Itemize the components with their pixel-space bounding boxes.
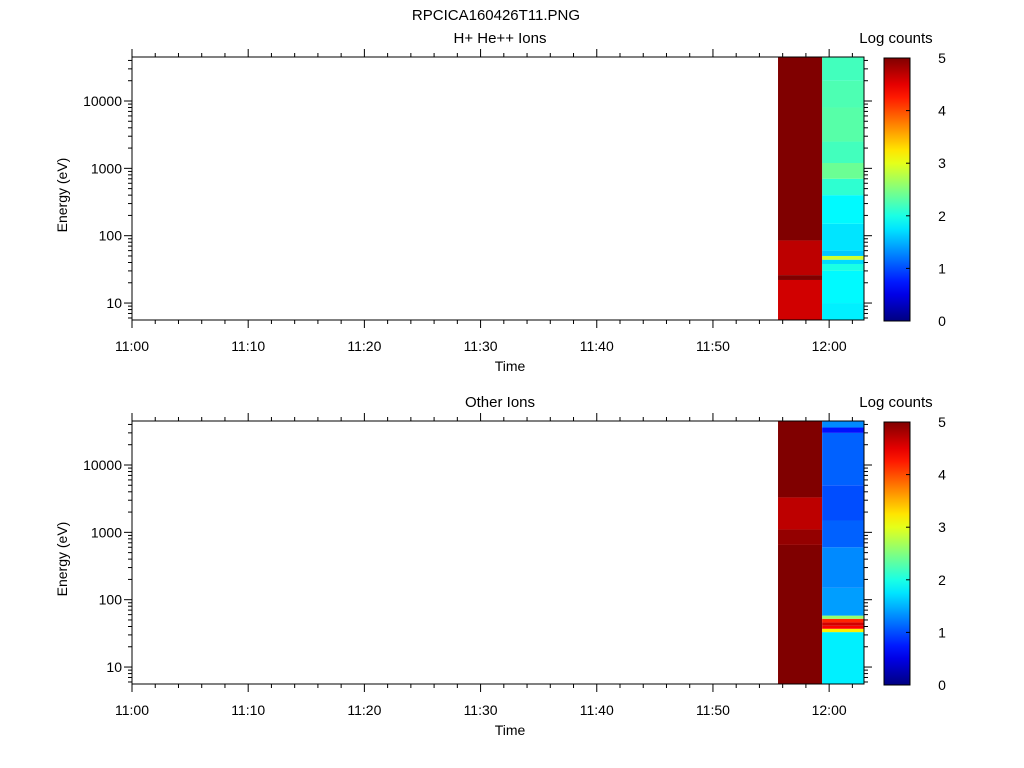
heatmap-cell bbox=[822, 270, 864, 304]
heatmap-cell bbox=[778, 421, 823, 498]
y-tick-label: 10000 bbox=[83, 457, 122, 473]
heatmap-cell bbox=[778, 279, 823, 320]
x-tick-label: 11:50 bbox=[696, 702, 730, 718]
heatmap-cell bbox=[822, 622, 864, 626]
colorbar-tick-label: 5 bbox=[938, 414, 946, 430]
y-tick-label: 1000 bbox=[91, 160, 122, 176]
heatmap-cell bbox=[822, 57, 864, 81]
colorbar-tick-label: 0 bbox=[938, 313, 946, 329]
panel-2 bbox=[124, 413, 911, 692]
x-tick-label: 11:20 bbox=[347, 338, 381, 354]
x-tick-label: 11:30 bbox=[464, 338, 498, 354]
x-tick-label: 11:30 bbox=[464, 702, 498, 718]
heatmap-cell bbox=[778, 497, 823, 530]
x-tick-label: 11:10 bbox=[231, 702, 265, 718]
x-tick-label: 11:00 bbox=[115, 338, 149, 354]
colorbar-tick-label: 2 bbox=[938, 208, 946, 224]
heatmap-cell bbox=[822, 427, 864, 433]
panel-title: Other Ions bbox=[465, 394, 535, 411]
x-tick-label: 11:00 bbox=[115, 702, 149, 718]
heatmap-cell bbox=[822, 618, 864, 623]
x-tick-label: 11:50 bbox=[696, 338, 730, 354]
heatmap-cell bbox=[822, 632, 864, 684]
heatmap-cell bbox=[822, 628, 864, 633]
heatmap-cell bbox=[822, 625, 864, 629]
heatmap-cell bbox=[822, 485, 864, 521]
x-tick-label: 11:40 bbox=[580, 702, 614, 718]
x-tick-label: 12:00 bbox=[812, 702, 847, 718]
y-axis-label: Energy (eV) bbox=[54, 522, 70, 597]
plot-frame bbox=[131, 56, 865, 321]
heatmap-cell bbox=[822, 547, 864, 588]
colorbar-title: Log counts bbox=[859, 30, 932, 47]
colorbar-title: Log counts bbox=[859, 394, 932, 411]
colorbar-tick-label: 4 bbox=[938, 467, 946, 483]
heatmap-cell bbox=[822, 178, 864, 196]
x-tick-label: 12:00 bbox=[812, 338, 847, 354]
x-axis-label: Time bbox=[495, 722, 526, 738]
heatmap-cell bbox=[778, 529, 823, 545]
heatmap-cell bbox=[822, 107, 864, 142]
panel-title: H+ He++ Ions bbox=[454, 30, 547, 47]
heatmap-cell bbox=[822, 263, 864, 271]
heatmap-cell bbox=[822, 259, 864, 264]
colorbar-tick-label: 4 bbox=[938, 103, 946, 119]
heatmap-cell bbox=[778, 240, 823, 276]
heatmap-cell bbox=[822, 223, 864, 251]
y-tick-label: 1000 bbox=[91, 524, 122, 540]
x-tick-label: 11:20 bbox=[347, 702, 381, 718]
y-tick-label: 100 bbox=[99, 592, 123, 608]
colorbar-tick-label: 3 bbox=[938, 519, 946, 535]
heatmap-cell bbox=[822, 250, 864, 256]
colorbar-tick-label: 1 bbox=[938, 624, 946, 640]
heatmap-cell bbox=[822, 80, 864, 108]
y-tick-label: 10000 bbox=[83, 93, 122, 109]
colorbar-tick-label: 3 bbox=[938, 155, 946, 171]
heatmap-cell bbox=[822, 520, 864, 548]
heatmap-cell bbox=[822, 432, 864, 486]
x-tick-label: 11:40 bbox=[580, 338, 614, 354]
heatmap-cell bbox=[778, 275, 823, 280]
heatmap-cell bbox=[778, 57, 823, 241]
figure-title: RPCICA160426T11.PNG bbox=[412, 7, 580, 24]
x-tick-label: 11:10 bbox=[231, 338, 265, 354]
heatmap-cell bbox=[822, 163, 864, 179]
y-tick-label: 10 bbox=[106, 295, 122, 311]
panel-1 bbox=[124, 49, 911, 328]
heatmap-cell bbox=[822, 303, 864, 320]
heatmap-cell bbox=[822, 195, 864, 224]
heatmap-cell bbox=[822, 587, 864, 616]
heatmap-cell bbox=[822, 141, 864, 164]
colorbar bbox=[883, 421, 911, 686]
heatmap-cell bbox=[822, 255, 864, 260]
colorbar-tick-label: 0 bbox=[938, 677, 946, 693]
heatmap-cell bbox=[822, 421, 864, 428]
y-axis-label: Energy (eV) bbox=[54, 158, 70, 233]
heatmap-cell bbox=[822, 615, 864, 619]
colorbar-tick-label: 2 bbox=[938, 572, 946, 588]
y-tick-label: 100 bbox=[99, 228, 123, 244]
colorbar-tick-label: 5 bbox=[938, 50, 946, 66]
plot-frame bbox=[131, 420, 865, 685]
x-axis-label: Time bbox=[495, 358, 526, 374]
y-tick-label: 10 bbox=[106, 659, 122, 675]
colorbar bbox=[883, 57, 911, 322]
heatmap-cell bbox=[778, 544, 823, 684]
colorbar-tick-label: 1 bbox=[938, 260, 946, 276]
